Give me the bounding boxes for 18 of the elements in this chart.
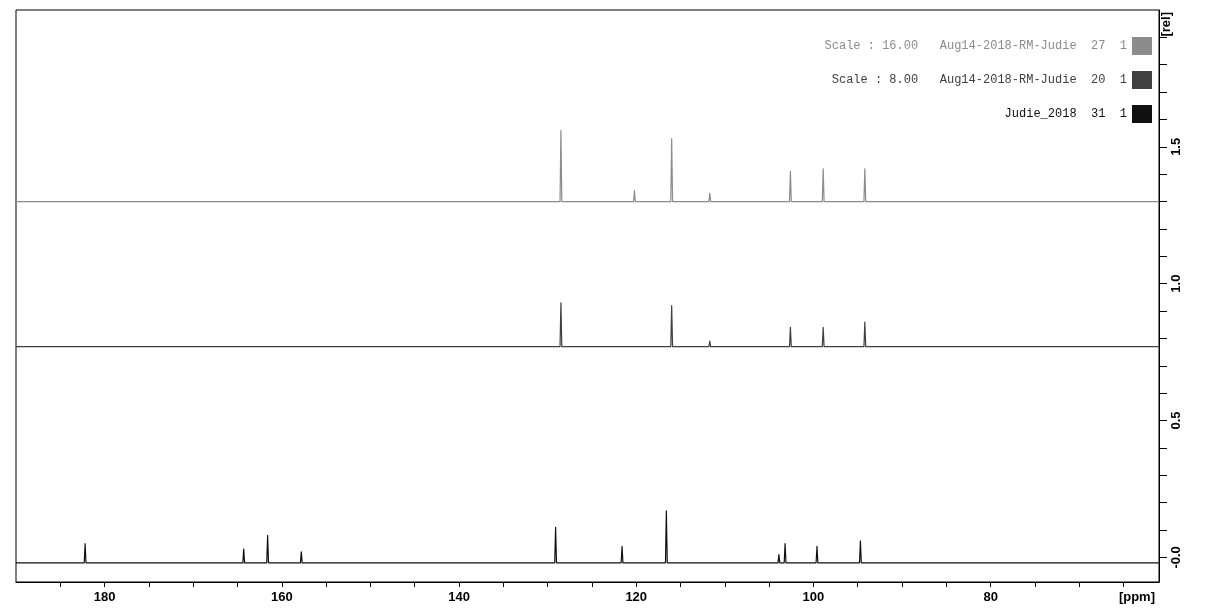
- x-tick-label: 100: [802, 589, 825, 604]
- x-tick-label: 80: [983, 589, 998, 604]
- x-tick-label: 180: [93, 589, 116, 604]
- x-tick-label: 120: [625, 589, 648, 604]
- legend-label: Scale : 16.00 Aug14-2018-RM-Judie 27 1: [824, 39, 1127, 53]
- legend-label: Scale : 8.00 Aug14-2018-RM-Judie 20 1: [831, 73, 1127, 87]
- y-tick-label: -0.0: [1168, 546, 1183, 569]
- line-series: [15, 302, 1160, 348]
- y-axis-title: [rel]: [1158, 12, 1173, 37]
- y-tick-label: 1.0: [1168, 274, 1183, 293]
- y-tick-label: 0.5: [1168, 411, 1183, 430]
- x-tick-label: 140: [448, 589, 470, 604]
- x-tick-label: 160: [270, 589, 293, 604]
- line-series: [15, 129, 1160, 203]
- legend-label: Judie_2018 31 1: [1004, 107, 1127, 121]
- line-series: [15, 510, 1160, 564]
- x-axis-title: [ppm]: [1118, 589, 1155, 604]
- y-tick-label: 1.5: [1168, 137, 1183, 156]
